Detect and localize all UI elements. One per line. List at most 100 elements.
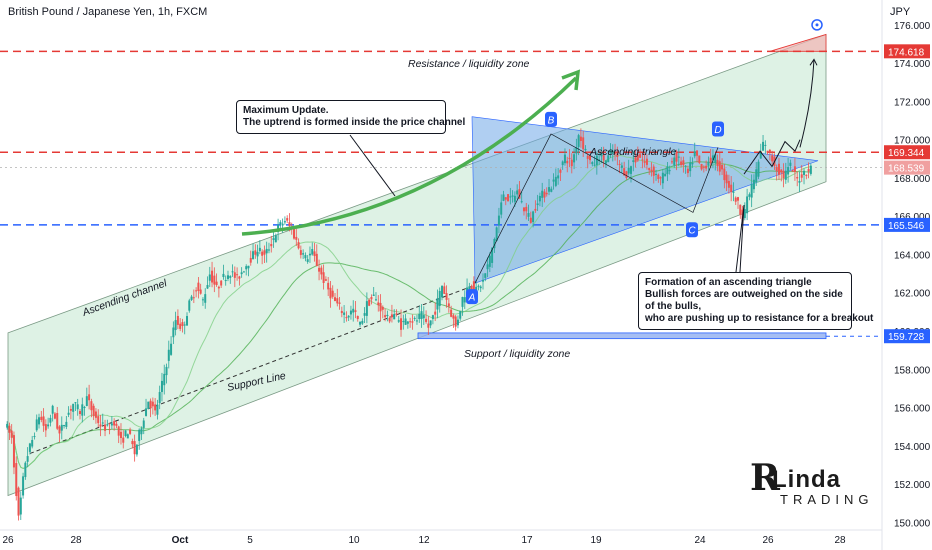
candle-body [6,423,9,428]
candle-body [186,316,189,326]
candle-body [554,176,557,186]
candle-body [226,275,229,279]
callout-pointer [735,204,745,273]
candle-body [468,286,471,291]
candle-body [58,426,61,434]
candle-body [256,251,259,257]
price-tick: 176.000 [894,21,931,32]
candle-body [99,424,102,427]
candle-body [641,159,644,161]
candle-body [737,197,740,201]
price-tick: 150.000 [894,518,931,529]
candle-body [668,170,671,172]
candle-body [466,287,469,292]
candle-body [10,430,13,438]
candle-body [356,315,359,319]
annotation-line: Maximum Update. [243,105,329,116]
candle-body [192,297,195,299]
candle-body [616,153,619,158]
candle-body [329,287,332,299]
candle-body [283,221,286,223]
candle-body [730,184,733,193]
candle-body [53,413,56,419]
candle-body [570,159,573,167]
target-icon [811,19,823,31]
candle-body [44,424,47,431]
point-label: A [468,293,476,304]
candle-body [138,429,141,441]
candle-body [320,267,323,275]
candle-body [472,281,475,292]
candle-body [115,423,118,426]
candle-body [190,296,193,300]
candle-body [295,236,298,240]
candle-body [38,417,41,425]
trend-arrow [241,76,578,236]
trend-arrow-head [561,69,581,91]
candle-body [639,153,642,158]
candle-body [370,297,373,300]
candle-body [488,255,491,267]
candle-body [222,273,225,278]
price-marker-label: 174.618 [888,47,925,58]
candle-body [24,462,27,478]
candle-body [74,402,77,404]
candle-body [632,160,635,162]
candle-body [17,487,20,516]
candle-body [436,298,439,310]
candle-body [35,419,38,431]
time-tick: 24 [694,535,706,546]
candle-body [593,164,596,166]
candle-body [614,152,617,154]
candle-body [374,299,377,301]
candle-body [600,153,603,157]
time-tick: 26 [2,535,14,546]
candle-body [297,242,300,249]
candle-body [56,413,59,429]
candle-body [19,497,22,515]
candle-body [784,170,787,180]
candle-body [657,174,660,180]
candle-body [557,175,560,179]
candle-body [224,280,227,282]
candle-body [160,380,163,392]
annotation-max-update[interactable]: Maximum Update. The uptrend is formed in… [236,100,465,134]
candle-body [119,431,122,439]
candle-body [195,290,198,292]
candle-body [108,429,111,431]
candle-body [495,227,498,241]
logo-sub: TRADING [780,492,874,507]
price-tick: 166.000 [894,212,931,223]
candle-body [698,155,701,163]
candle-body [97,416,100,424]
candle-body [377,302,380,306]
candle-body [682,160,685,166]
annotation-line: Bullish forces are outweighed on the sid… [645,289,843,300]
candle-body [379,302,382,312]
candle-body [568,157,571,159]
candle-body [94,411,97,418]
candle-body [543,191,546,198]
price-marker-badge [884,217,930,232]
candle-body [81,404,84,416]
candle-body [748,194,751,197]
annotation-line: who are pushing up to resistance for a b… [645,313,874,324]
candle-body [559,169,562,173]
candle-body [279,222,282,225]
candle-body [110,423,113,426]
candle-body [800,174,803,178]
candle-body [395,313,398,315]
candle-body [299,250,302,255]
candle-body [372,294,375,296]
price-marker-badge [884,160,930,175]
candle-body [126,434,129,439]
candle-body [643,161,646,163]
candle-body [563,154,566,164]
candle-body [229,276,232,278]
candle-body [775,167,778,172]
candle-body [245,266,248,270]
logo-name: Linda [772,466,841,493]
annotation-triangle[interactable]: Formation of an ascending triangle Bulli… [638,272,874,330]
candle-body [265,248,268,254]
